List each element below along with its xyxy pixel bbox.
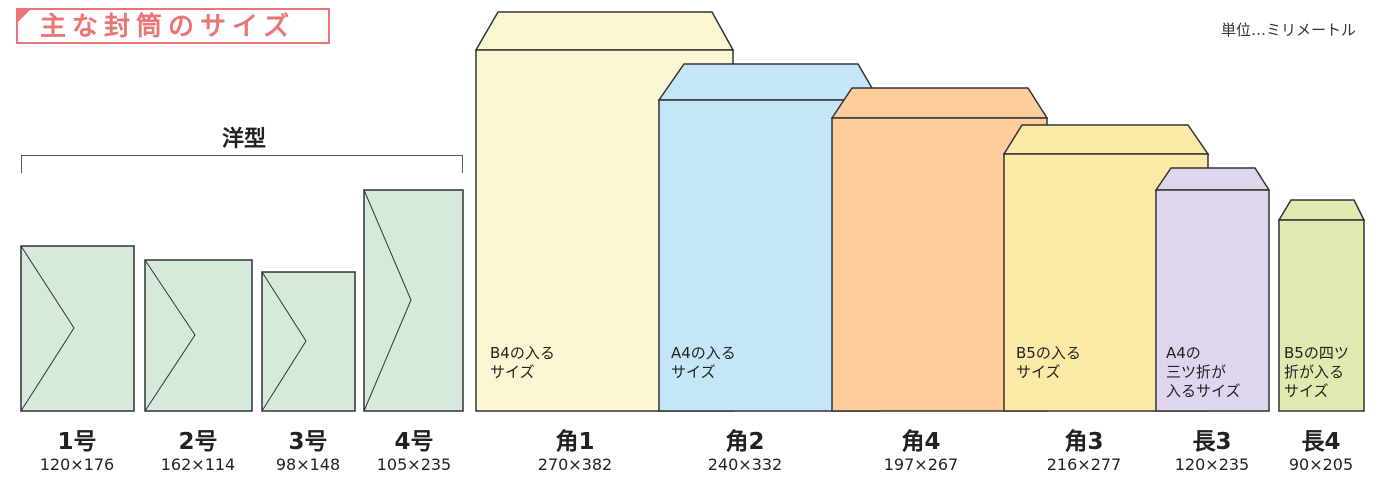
size-1go: 120×176 — [39, 455, 115, 474]
size-kaku4: 197×267 — [883, 455, 959, 474]
envelope-naga3 — [1154, 167, 1271, 412]
name-1go: 1号 — [57, 429, 97, 455]
name-naga4: 長4 — [1301, 429, 1341, 455]
unit-note: 単位…ミリメートル — [1220, 21, 1356, 39]
label-naga4: B5の四ツ 折が入る サイズ — [1284, 344, 1349, 400]
name-naga3: 長3 — [1192, 429, 1232, 455]
name-kaku3: 角3 — [1064, 429, 1104, 455]
title-corner-mark — [18, 10, 32, 24]
name-2go: 2号 — [178, 429, 218, 455]
size-kaku3: 216×277 — [1046, 455, 1122, 474]
size-kaku2: 240×332 — [707, 455, 783, 474]
size-4go: 105×235 — [376, 455, 452, 474]
name-kaku4: 角4 — [901, 429, 941, 455]
envelope-3go — [261, 271, 356, 412]
size-naga4: 90×205 — [1288, 455, 1354, 474]
size-3go: 98×148 — [275, 455, 341, 474]
label-kaku1: B4の入る サイズ — [490, 344, 555, 381]
label-naga3: A4の 三ツ折が 入るサイズ — [1166, 344, 1241, 400]
size-naga3: 120×235 — [1174, 455, 1250, 474]
size-kaku1: 270×382 — [537, 455, 613, 474]
name-3go: 3号 — [288, 429, 328, 455]
size-2go: 162×114 — [160, 455, 236, 474]
label-kaku2: A4の入る サイズ — [671, 344, 736, 381]
name-kaku1: 角1 — [555, 429, 595, 455]
group-bracket — [21, 155, 463, 173]
group-label-yougata: 洋型 — [221, 127, 266, 152]
name-4go: 4号 — [394, 429, 434, 455]
name-kaku2: 角2 — [725, 429, 765, 455]
envelope-1go — [20, 245, 135, 412]
title-box: 主な封筒のサイズ — [16, 8, 330, 44]
envelope-2go — [144, 259, 253, 412]
envelope-naga4 — [1277, 199, 1366, 412]
label-kaku3: B5の入る サイズ — [1016, 344, 1081, 381]
envelope-4go — [363, 189, 464, 412]
page-title: 主な封筒のサイズ — [40, 12, 296, 42]
